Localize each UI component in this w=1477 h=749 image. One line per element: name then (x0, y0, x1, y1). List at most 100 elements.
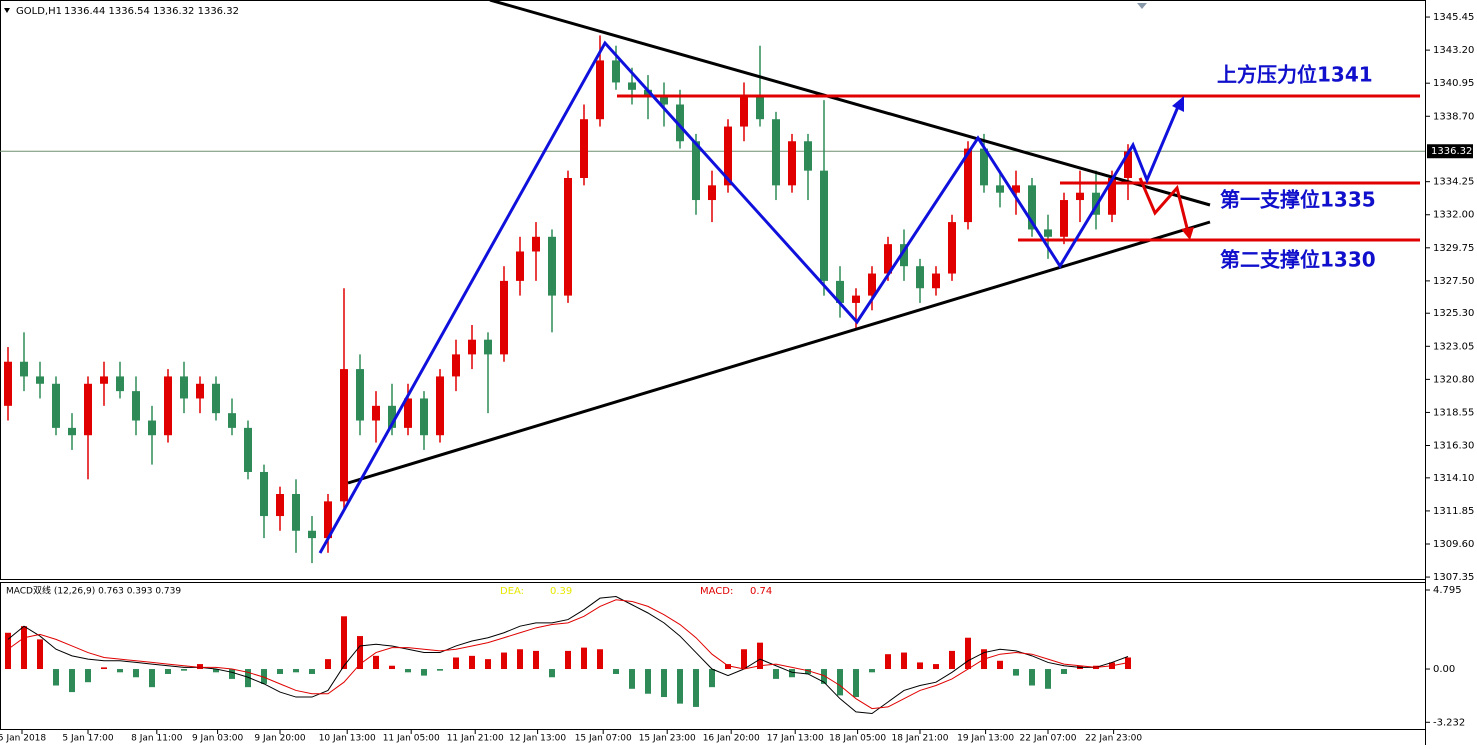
histogram-bar (853, 669, 859, 698)
x-tick-label: 15 Jan 23:00 (639, 734, 696, 744)
candle-body (452, 354, 460, 377)
histogram-bar (101, 667, 107, 670)
histogram-bar (389, 665, 395, 670)
candle-body (852, 295, 860, 303)
histogram-bar (149, 669, 155, 688)
wave-path (1138, 177, 1190, 233)
histogram-bar (693, 669, 699, 707)
histogram-bar (517, 649, 523, 670)
candle-body (100, 376, 108, 384)
annotation: 第一支撑位1335 (1220, 188, 1376, 212)
x-tick-label: 17 Jan 13:00 (767, 734, 824, 744)
candle-body (228, 413, 236, 428)
candle-body (292, 494, 300, 531)
histogram-bar (293, 669, 299, 673)
y-tick-label: 1309.60 (1433, 539, 1474, 550)
histogram-bar (837, 669, 843, 696)
candle-body (68, 427, 76, 436)
x-tick-label: 11 Jan 05:00 (383, 734, 440, 744)
candle-body (900, 244, 908, 267)
x-tick-label: 10 Jan 13:00 (319, 734, 376, 744)
histogram-bar (421, 669, 427, 676)
x-tick-label: 8 Jan 11:00 (131, 734, 183, 744)
candle-body (1028, 185, 1036, 230)
histogram-bar (213, 669, 219, 673)
histogram-bar (133, 669, 139, 678)
histogram-bar (485, 659, 491, 670)
indicator-name: DEA: (500, 586, 524, 597)
y-tick-label: 1325.30 (1433, 308, 1474, 319)
candle-body (260, 471, 268, 517)
x-tick-label: 9 Jan 03:00 (192, 734, 244, 744)
x-tick-label: 11 Jan 21:00 (447, 734, 504, 744)
y-tick-label: 1316.30 (1433, 441, 1474, 452)
indicator-value: 0.74 (750, 586, 772, 597)
histogram-bar (5, 632, 11, 670)
current-price-label: 1336.32 (1431, 146, 1472, 157)
histogram-bar (373, 655, 379, 670)
y-tick-label: -3.232 (1433, 717, 1465, 728)
candle-body (788, 141, 796, 186)
candle-body (708, 185, 716, 201)
candle-body (132, 391, 140, 421)
candle-body (996, 185, 1004, 193)
candle-body (1076, 192, 1084, 201)
histogram-bar (629, 669, 635, 689)
histogram-bar (53, 669, 59, 686)
arrow-head (1172, 96, 1184, 112)
menu-icon[interactable] (4, 8, 10, 13)
candle-body (276, 494, 284, 517)
histogram-bar (1061, 669, 1067, 674)
main-frame (0, 0, 1426, 580)
candle-body (820, 170, 828, 281)
histogram-bar (37, 639, 43, 670)
y-tick-label: 1329.75 (1433, 243, 1474, 254)
histogram-bar (357, 636, 363, 670)
y-tick-label: 1323.05 (1433, 341, 1474, 352)
histogram-bar (805, 669, 811, 674)
x-tick-label: 5 Jan 2018 (0, 734, 46, 744)
candle-body (980, 148, 988, 186)
candle-body (1124, 151, 1132, 178)
histogram-bar (645, 669, 651, 694)
histogram-bar (773, 669, 779, 679)
candle-body (532, 236, 540, 252)
candle-body (676, 104, 684, 142)
candle-body (52, 383, 60, 428)
histogram-bar (165, 669, 171, 674)
candle-body (4, 361, 12, 406)
y-tick-label: 1340.95 (1433, 78, 1474, 89)
x-tick-label: 18 Jan 21:00 (892, 734, 949, 744)
x-tick-label: 22 Jan 23:00 (1085, 734, 1142, 744)
candle-body (388, 405, 396, 428)
candle-body (868, 273, 876, 296)
y-tick-label: 1338.70 (1433, 111, 1474, 122)
histogram-bar (85, 669, 91, 683)
indicator-line (7, 599, 1129, 710)
histogram-bar (341, 616, 347, 670)
histogram-bar (453, 657, 459, 670)
histogram-bar (501, 652, 507, 670)
histogram-bar (789, 669, 795, 678)
y-tick-label: 1318.55 (1433, 407, 1474, 418)
histogram-bar (725, 664, 731, 670)
candle-body (740, 97, 748, 127)
x-tick-label: 16 Jan 20:00 (703, 734, 760, 744)
y-tick-label: 1334.25 (1433, 177, 1474, 188)
candle-body (468, 339, 476, 355)
histogram-bar (965, 637, 971, 670)
macd-panel: 4.795 0.00 -3.232 5 Jan 2018 5 Jan 17:00 8 Ja… (0, 585, 1465, 743)
histogram-bar (309, 669, 315, 674)
candle-body (404, 398, 412, 428)
candle-body (436, 376, 444, 436)
histogram-bar (565, 650, 571, 670)
histogram-bar (229, 669, 235, 679)
histogram-bar (1045, 669, 1051, 689)
histogram-bar (581, 647, 587, 670)
y-tick-label: 1320.80 (1433, 374, 1474, 385)
histogram-bar (613, 669, 619, 674)
candle-body (628, 82, 636, 90)
candle-body (324, 501, 332, 539)
candle-body (1044, 229, 1052, 237)
candle-body (356, 369, 364, 421)
